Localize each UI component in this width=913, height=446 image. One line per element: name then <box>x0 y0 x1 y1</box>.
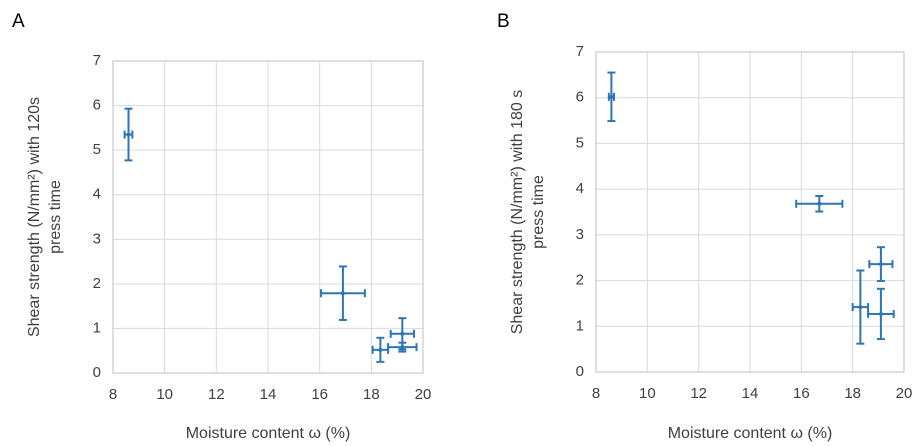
plot-border <box>112 60 424 374</box>
y-tick-label: 4 <box>93 186 101 203</box>
point <box>817 201 822 206</box>
x-tick-label: 12 <box>690 385 707 402</box>
y-tick-label: 7 <box>576 43 584 60</box>
point <box>126 132 131 137</box>
point <box>378 347 383 352</box>
y-tick-label: 3 <box>576 226 584 243</box>
y-tick-label: 7 <box>93 52 101 69</box>
x-tick-label: 18 <box>844 385 861 402</box>
y-tick-label: 4 <box>576 180 584 197</box>
x-tick-label: 14 <box>260 386 277 403</box>
x-tick-label: 18 <box>363 386 380 403</box>
y-tick-label: 0 <box>576 363 584 380</box>
y-tick-label: 2 <box>576 272 584 289</box>
point <box>340 291 345 296</box>
y-tick-label: 0 <box>93 364 101 381</box>
x-tick-label: 20 <box>896 385 913 402</box>
y-tick-label: 5 <box>576 134 584 151</box>
y-axis-title: Shear strength (N/mm²) with 180 s <box>509 90 526 335</box>
y-tick-label: 1 <box>576 317 584 334</box>
x-axis-title: Moisture content ω (%) <box>668 425 833 442</box>
x-tick-label: 8 <box>592 385 600 402</box>
x-tick-label: 8 <box>109 386 117 403</box>
point <box>858 305 863 310</box>
x-tick-label: 10 <box>156 386 173 403</box>
y-axis-title: Shear strength (N/mm²) with 120s <box>26 97 43 337</box>
x-tick-label: 12 <box>208 386 225 403</box>
x-tick-label: 16 <box>793 385 810 402</box>
plot-border <box>595 51 905 373</box>
x-tick-label: 20 <box>415 386 432 403</box>
x-tick-label: 10 <box>639 385 656 402</box>
y-tick-label: 3 <box>93 230 101 247</box>
y-tick-label: 1 <box>93 319 101 336</box>
y-tick-label: 6 <box>93 97 101 114</box>
panel-label: A <box>12 11 25 32</box>
x-tick-label: 14 <box>742 385 759 402</box>
x-tick-label: 16 <box>311 386 328 403</box>
y-axis-title: press time <box>530 175 547 249</box>
point <box>878 311 883 316</box>
y-tick-label: 5 <box>93 141 101 158</box>
panel-label: B <box>497 11 510 32</box>
x-axis-title: Moisture content ω (%) <box>186 425 351 442</box>
point <box>400 345 405 350</box>
y-axis-title: press time <box>47 180 64 254</box>
y-tick-label: 2 <box>93 275 101 292</box>
point <box>400 331 405 336</box>
y-tick-label: 6 <box>576 89 584 106</box>
point <box>878 262 883 267</box>
point <box>609 94 614 99</box>
